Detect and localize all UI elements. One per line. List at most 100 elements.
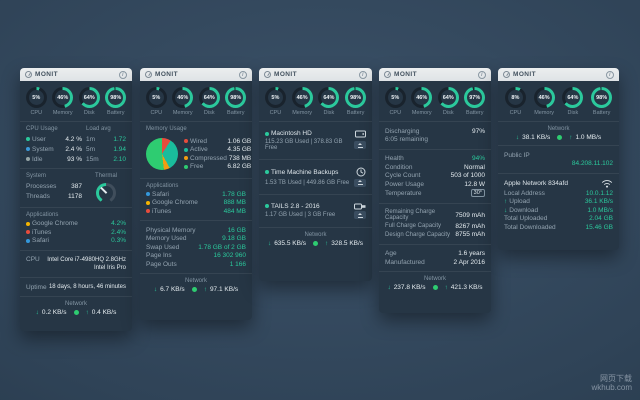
info-icon[interactable]: i	[478, 70, 486, 79]
section-header: Network	[64, 301, 87, 307]
info-icon[interactable]: i	[119, 70, 127, 79]
battery-state-row: Discharging 97%	[385, 127, 485, 135]
stat-row: Manufactured 2 Apr 2016	[385, 258, 485, 266]
disk-info-row: 1.53 TB Used | 449.86 GB Free	[265, 178, 366, 187]
eject-button[interactable]	[354, 141, 366, 149]
gauge-memory: 46% Memory	[170, 87, 195, 116]
cpu-usage-row: User 4.2 %	[26, 136, 82, 143]
section-header: CPU Usage	[26, 126, 58, 132]
app-icon	[26, 221, 30, 226]
upload-arrow-icon: ↑	[203, 286, 207, 293]
hardware-row: Intel Iris Pro	[93, 265, 126, 271]
section-header: Network	[423, 276, 446, 282]
legend-dot	[26, 137, 30, 141]
legend-dot	[184, 164, 188, 169]
disk-status-dot	[265, 170, 269, 174]
section-header: Applications	[146, 182, 179, 189]
info-icon[interactable]: i	[359, 70, 367, 79]
gauge-disk: 64% Disk	[77, 87, 102, 116]
app-row: iTunes 484 MB	[146, 208, 246, 215]
gauge-ring: 46%	[52, 87, 74, 108]
public-ip-label-row: Public IP	[504, 151, 530, 159]
gauge-memory: 46% Memory	[532, 87, 557, 116]
download-arrow-icon: ↓	[35, 309, 39, 316]
gauge-disk: 64% Disk	[316, 87, 341, 116]
section-header: Applications	[26, 212, 59, 218]
gauge-row: 5% CPU 46% Memory 64% Disk 98% Battery	[259, 81, 372, 122]
legend-row: Active 4.35 GB	[184, 146, 251, 153]
disk-name-row: Macintosh HD	[265, 130, 366, 138]
disk-section: TAILS 2.8 - 2016 1.17 GB Used | 3 GB Fre…	[259, 195, 372, 228]
public-ip-section: Public IP 84.208.11.102	[498, 146, 619, 174]
stat-row: ↑ Upload 36.1 KB/s	[504, 198, 613, 205]
network-section: Network ↓ 6.7 KB/s ↑ 97.1 KB/s	[140, 274, 252, 297]
time-machine-icon	[356, 167, 366, 177]
gauge-cpu: 5% CPU	[24, 87, 49, 116]
stat-row: Total Downloaded 15.46 GB	[504, 223, 613, 231]
network-section: Network ↓ 237.8 KB/s ↑ 421.3 KB/s	[379, 272, 491, 295]
gauge-ring: 98%	[345, 87, 367, 108]
disk-section: Time Machine Backups 1.53 TB Used | 449.…	[259, 160, 372, 195]
app-icon	[146, 192, 150, 196]
eject-button[interactable]	[354, 178, 366, 187]
monit-gauge-icon	[145, 71, 152, 78]
section-header: Network	[304, 231, 327, 238]
watermark: 网页下载 wkhub.com	[592, 374, 632, 392]
legend-row: Free 6.82 GB	[184, 163, 251, 170]
app-icon	[146, 209, 150, 213]
network-rates: ↓ 635.5 KB/s ↑ 328.5 KB/s	[267, 239, 364, 247]
network-section: Network ↓ 635.5 KB/s ↑ 328.5 KB/s	[259, 228, 372, 251]
status-dot	[557, 135, 563, 140]
app-icon	[26, 230, 30, 234]
stat-row: Condition Normal	[385, 163, 485, 171]
section-header: Thermal	[94, 173, 117, 179]
stat-row: ↓ Download 1.0 MB/s	[504, 206, 613, 214]
eject-button[interactable]	[354, 211, 366, 219]
section-header: System	[26, 173, 47, 179]
disk-section: Macintosh HD 115.23 GB Used | 378.83 GB …	[259, 122, 372, 160]
gauge-battery: 97% Battery	[462, 87, 487, 116]
info-icon[interactable]: i	[606, 70, 614, 79]
disk-status-dot	[265, 204, 269, 208]
system-section: System Processes 387 Threads 1178 Therma…	[20, 169, 132, 208]
stat-row: Swap Used 1.78 GB of 2 GB	[146, 243, 246, 251]
stat-row: Power Usage 12.8 W	[385, 180, 485, 188]
app-row: Google Chrome 888 MB	[146, 199, 246, 206]
applications-section: Applications Google Chrome 4.2% iTunes 2…	[20, 208, 132, 251]
thermal-dial	[96, 183, 116, 203]
app-icon	[26, 238, 30, 243]
stat-row: Cycle Count 503 of 1000	[385, 172, 485, 179]
status-dot	[191, 287, 197, 292]
gauge-row: 8% CPU 46% Memory 64% Disk 98% Battery	[498, 81, 619, 122]
gauge-ring: 8%	[504, 87, 526, 108]
memory-usage-section: Memory Usage Wired 1.06 GB Active 4.35 G…	[140, 122, 252, 179]
titlebar: MONIT i	[259, 68, 372, 81]
panel-title: MONIT	[274, 71, 297, 78]
battery-age-section: Age 1.6 years Manufactured 2 Apr 2016	[379, 245, 491, 272]
monit-gauge-icon	[503, 71, 510, 78]
pie-legend: Wired 1.06 GB Active 4.35 GB Compressed …	[184, 136, 251, 172]
app-row: Safari 0.3%	[26, 237, 126, 244]
network-rates: ↓ 38.1 KB/s ↑ 1.0 MB/s	[515, 134, 602, 141]
stat-row: Full Charge Capacity 8267 mAh	[385, 222, 485, 230]
battery-state-section: Discharging 97% 6:05 remaining	[379, 122, 491, 150]
battery-capacity-section: Remaining Charge Capacity 7509 mAh Full …	[379, 204, 491, 245]
gauge-memory: 46% Memory	[409, 87, 434, 116]
section-header: Load avg	[86, 126, 111, 132]
watermark-text: 网页下载	[600, 374, 632, 383]
download-arrow-icon: ↓	[387, 284, 391, 291]
health-row: Health 94%	[385, 155, 485, 162]
legend-row: Wired 1.06 GB	[184, 138, 251, 145]
download-arrow-icon: ↓	[267, 239, 272, 247]
gauge-ring: 46%	[291, 87, 313, 108]
memory-pie-chart	[146, 137, 178, 170]
gauge-ring: 64%	[562, 87, 584, 108]
app-icon	[146, 200, 150, 205]
gauge-ring: 5%	[25, 87, 47, 108]
stat-row: Age 1.6 years	[385, 250, 485, 257]
public-ip-value-row: 84.208.11.102	[571, 160, 613, 167]
temperature-badge: 30°	[470, 189, 485, 197]
cpu-usage-row: Idle 93 %	[26, 156, 82, 163]
uptime-row: Uptime 18 days, 8 hours, 46 minutes	[26, 283, 126, 291]
info-icon[interactable]: i	[239, 70, 247, 79]
